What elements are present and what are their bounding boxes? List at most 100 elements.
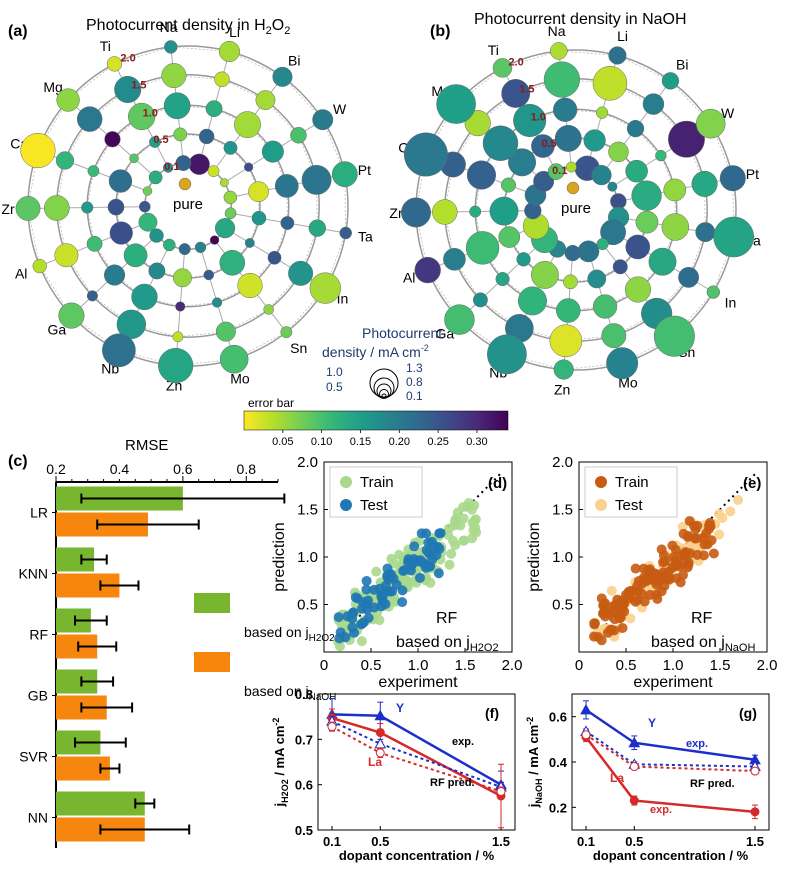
train-point	[446, 548, 457, 559]
train-point	[371, 566, 382, 577]
legend-label-test: Test	[615, 497, 643, 514]
element-label-in: In	[337, 290, 349, 306]
dopant-bubble-sn	[209, 235, 220, 245]
legend-swatch-h2o2	[194, 593, 230, 613]
train-point	[684, 515, 695, 526]
bar-chart-c: 0.2 0.4 0.6 0.8 LR KNN RF GB SVR NN	[18, 461, 286, 848]
legend-marker-train	[595, 476, 607, 488]
dopant-bubble-li	[608, 46, 627, 65]
marker-triangle	[628, 736, 641, 748]
annotation-la: La	[610, 771, 624, 785]
dopant-bubble-in	[244, 238, 255, 248]
train-point	[706, 535, 717, 546]
category-label-knn: KNN	[18, 566, 48, 582]
train-point	[444, 559, 455, 570]
train-point	[617, 622, 628, 633]
test-point	[369, 602, 380, 613]
y-axis-label: jNaOH / mA cm-2	[525, 717, 544, 808]
dopant-bubble-nb	[116, 309, 147, 340]
dopant-bubble-ta	[713, 216, 755, 258]
train-point	[589, 619, 600, 630]
colorbar-tick-label: 0.30	[466, 436, 487, 448]
test-point	[714, 508, 725, 519]
train-point	[451, 517, 462, 528]
dopant-bubble-zn	[173, 268, 192, 288]
test-point	[357, 603, 368, 614]
dopant-bubble-ga	[86, 290, 98, 302]
dopant-bubble-mg	[148, 170, 163, 185]
train-point	[633, 576, 644, 587]
dopant-bubble-al	[443, 247, 466, 271]
dopant-bubble-al	[498, 226, 521, 248]
y-tick-label: 0.2	[549, 800, 567, 815]
based-on-prefix: based on j	[651, 634, 725, 651]
x-tick-label: 1.0	[663, 657, 684, 674]
dopant-bubble-zn	[172, 331, 184, 343]
x-tick-label: 0.5	[361, 657, 382, 674]
dopant-bubble-mo	[219, 344, 249, 374]
category-label-gb: GB	[28, 688, 48, 704]
train-point	[614, 613, 625, 624]
train-point	[660, 556, 671, 567]
x-tick-label: 0.5	[616, 657, 637, 674]
dopant-bubble-ta	[635, 210, 659, 234]
size-legend-title-2: density / mA cm-2	[322, 343, 429, 360]
test-point	[397, 585, 408, 596]
dopant-bubble-mg	[76, 106, 103, 132]
marker-triangle	[374, 737, 387, 749]
legend-marker-train	[340, 476, 352, 488]
train-point	[596, 635, 607, 646]
y-tick-label: 0.7	[295, 732, 313, 747]
dopant-bubble-ta	[339, 226, 352, 240]
element-label-ta: Ta	[358, 228, 373, 244]
dopant-bubble-na	[565, 161, 577, 173]
dopant-bubble-ti	[106, 56, 123, 72]
y-label-prefix: j	[526, 804, 541, 809]
dopant-bubble-in	[288, 260, 314, 286]
x-tick-label: 2.0	[757, 657, 778, 674]
dopant-bubble-mg	[482, 125, 519, 161]
dopant-bubble-li	[214, 71, 230, 88]
dopant-bubble-ta	[695, 222, 716, 243]
dopant-bubble-ti	[149, 136, 161, 148]
dopant-bubble-mo	[194, 241, 207, 254]
dopant-bubble-zr	[489, 196, 519, 226]
series-y-pred	[585, 730, 756, 768]
dopant-link	[558, 50, 618, 56]
series-y-pred	[331, 720, 502, 788]
marker-circle	[750, 766, 760, 776]
y-tick-label: 0.4	[549, 755, 568, 770]
dopant-bubble-ti	[547, 163, 565, 180]
panel-b-title: Photocurrent density in NaOH	[474, 11, 687, 28]
dopant-bubble-ca	[20, 132, 56, 169]
category-label-rf: RF	[29, 627, 48, 643]
train-point	[680, 547, 691, 558]
dopant-bubble-ga	[58, 302, 85, 329]
test-point	[350, 592, 361, 603]
dopant-bubble-in	[648, 247, 677, 276]
element-label-mo: Mo	[230, 370, 250, 386]
radar-a: LiBiWPtTaInSnMoZnNbGaAlZrCaMgTiNa0.10.51…	[1, 19, 373, 393]
x-axis-label: experiment	[378, 674, 458, 691]
test-point	[380, 599, 391, 610]
dopant-bubble-zr	[139, 200, 151, 213]
annotation-la: La	[368, 755, 382, 769]
element-label-al: Al	[15, 266, 27, 282]
train-point	[639, 596, 650, 607]
dopant-bubble-al	[54, 243, 79, 268]
size-label-1.3: 1.3	[406, 361, 423, 375]
legend-label-naoh: based on jNaOH	[244, 683, 336, 703]
colorbar-tick-label: 0.25	[427, 436, 448, 448]
colorbar: error bar 0.05 0.10 0.15 0.20 0.25 0.30	[243, 396, 509, 448]
dopant-bubble-na	[175, 155, 192, 171]
dopant-bubble-ta	[661, 213, 690, 241]
y-label-sub: H2O2	[280, 779, 290, 803]
ring-label-2.0: 2.0	[508, 57, 523, 69]
marker-triangle	[374, 709, 387, 721]
panel-label: (d)	[488, 475, 507, 492]
dopant-bubble-zr	[401, 197, 431, 228]
test-point	[363, 612, 374, 623]
dopant-bubble-zn	[178, 243, 191, 256]
dopant-bubble-mg	[129, 153, 139, 164]
dopant-bubble-pt	[631, 180, 662, 211]
